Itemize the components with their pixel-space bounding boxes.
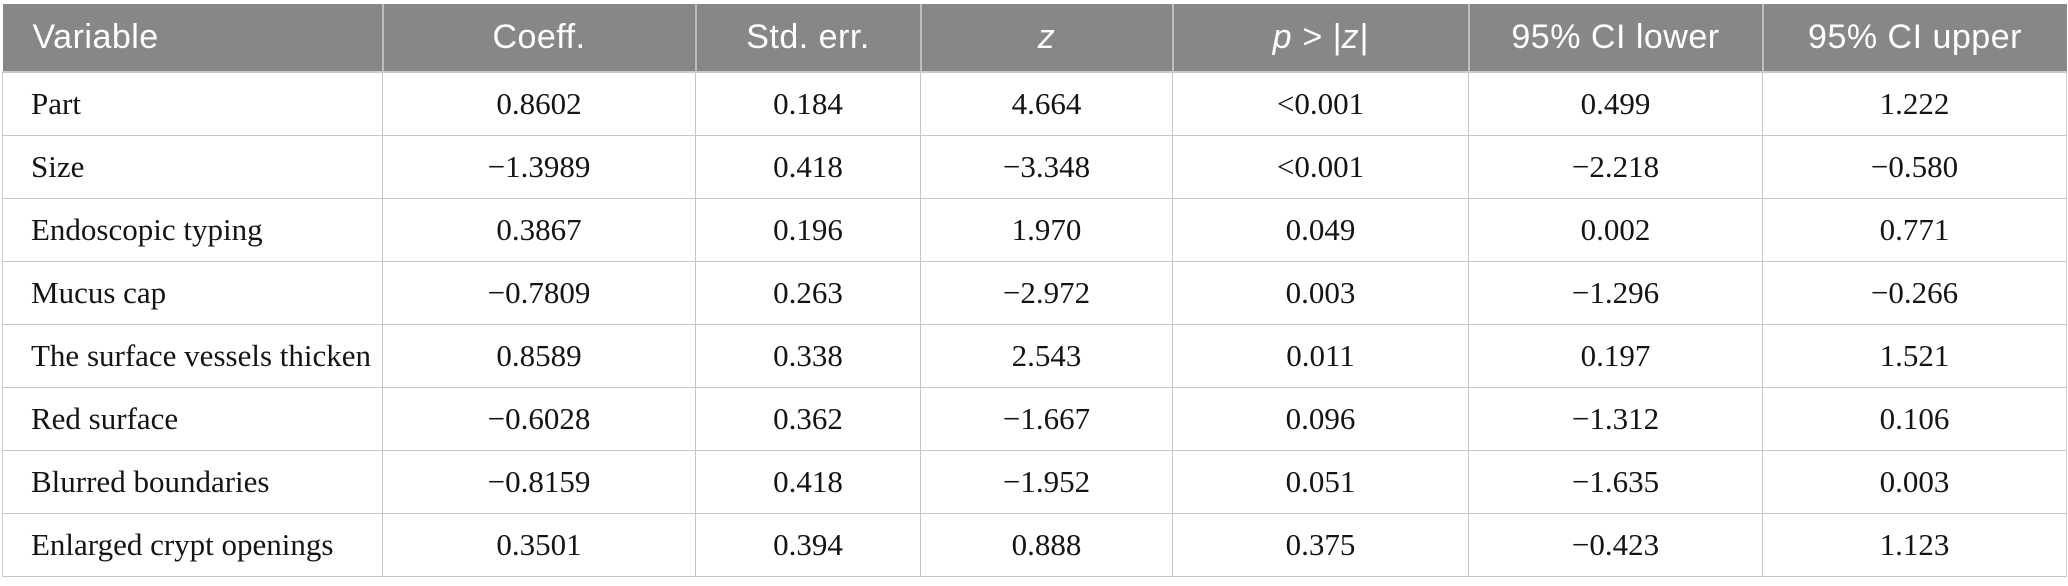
- cell-ci-upper: 0.003: [1762, 450, 2067, 514]
- cell-ci-upper: 0.771: [1762, 198, 2067, 262]
- table-row: Part 0.8602 0.184 4.664 <0.001 0.499 1.2…: [2, 71, 2067, 136]
- cell-std-err: 0.263: [695, 261, 921, 325]
- regression-results-table: Variable Coeff. Std. err. z p > |z| 95% …: [2, 4, 2067, 577]
- table-row: Blurred boundaries −0.8159 0.418 −1.952 …: [2, 450, 2067, 514]
- cell-ci-upper: 1.521: [1762, 324, 2067, 388]
- cell-ci-lower: −1.296: [1468, 261, 1763, 325]
- cell-z: 4.664: [920, 71, 1173, 136]
- cell-variable: Size: [2, 135, 383, 199]
- table-row: Mucus cap −0.7809 0.263 −2.972 0.003 −1.…: [2, 261, 2067, 325]
- column-header-ci-upper: 95% CI upper: [1761, 4, 2067, 73]
- cell-p-value: 0.049: [1172, 198, 1469, 262]
- cell-variable: Red surface: [2, 387, 383, 451]
- cell-ci-lower: −0.423: [1468, 513, 1763, 577]
- table-row: Enlarged crypt openings 0.3501 0.394 0.8…: [2, 513, 2067, 577]
- cell-coeff: −1.3989: [382, 135, 696, 199]
- cell-variable: Enlarged crypt openings: [2, 513, 383, 577]
- cell-p-value: 0.051: [1172, 450, 1469, 514]
- cell-z: −2.972: [920, 261, 1173, 325]
- cell-std-err: 0.362: [695, 387, 921, 451]
- cell-ci-lower: 0.197: [1468, 324, 1763, 388]
- cell-ci-upper: −0.266: [1762, 261, 2067, 325]
- column-header-z: z: [919, 4, 1173, 73]
- column-header-coeff: Coeff.: [381, 4, 696, 73]
- cell-variable: Endoscopic typing: [2, 198, 383, 262]
- table-row: Endoscopic typing 0.3867 0.196 1.970 0.0…: [2, 198, 2067, 262]
- cell-p-value: 0.375: [1172, 513, 1469, 577]
- column-header-variable: Variable: [2, 4, 383, 73]
- cell-variable: Blurred boundaries: [2, 450, 383, 514]
- cell-ci-lower: 0.002: [1468, 198, 1763, 262]
- table-row: The surface vessels thicken 0.8589 0.338…: [2, 324, 2067, 388]
- cell-coeff: 0.3501: [382, 513, 696, 577]
- cell-coeff: 0.8589: [382, 324, 696, 388]
- cell-z: −3.348: [920, 135, 1173, 199]
- cell-p-value: <0.001: [1172, 135, 1469, 199]
- cell-std-err: 0.418: [695, 450, 921, 514]
- cell-ci-lower: 0.499: [1468, 71, 1763, 136]
- cell-ci-upper: 1.222: [1762, 71, 2067, 136]
- table-row: Size −1.3989 0.418 −3.348 <0.001 −2.218 …: [2, 135, 2067, 199]
- cell-coeff: −0.7809: [382, 261, 696, 325]
- cell-p-value: 0.003: [1172, 261, 1469, 325]
- table-row: Red surface −0.6028 0.362 −1.667 0.096 −…: [2, 387, 2067, 451]
- cell-z: 0.888: [920, 513, 1173, 577]
- cell-coeff: −0.6028: [382, 387, 696, 451]
- cell-ci-lower: −1.635: [1468, 450, 1763, 514]
- cell-variable: Mucus cap: [2, 261, 383, 325]
- cell-std-err: 0.196: [695, 198, 921, 262]
- cell-variable: The surface vessels thicken: [2, 324, 383, 388]
- cell-std-err: 0.418: [695, 135, 921, 199]
- column-header-ci-lower: 95% CI lower: [1467, 4, 1763, 73]
- cell-p-value: 0.011: [1172, 324, 1469, 388]
- column-header-p-value: p > |z|: [1171, 4, 1469, 73]
- cell-variable: Part: [2, 71, 383, 136]
- header-row: Variable Coeff. Std. err. z p > |z| 95% …: [2, 4, 2067, 73]
- cell-std-err: 0.338: [695, 324, 921, 388]
- cell-std-err: 0.184: [695, 71, 921, 136]
- cell-p-value: <0.001: [1172, 71, 1469, 136]
- column-header-std-err: Std. err.: [694, 4, 921, 73]
- cell-ci-lower: −1.312: [1468, 387, 1763, 451]
- cell-z: −1.667: [920, 387, 1173, 451]
- cell-p-value: 0.096: [1172, 387, 1469, 451]
- cell-ci-upper: −0.580: [1762, 135, 2067, 199]
- cell-ci-upper: 1.123: [1762, 513, 2067, 577]
- cell-z: −1.952: [920, 450, 1173, 514]
- regression-table-container: Variable Coeff. Std. err. z p > |z| 95% …: [2, 4, 2067, 577]
- cell-coeff: −0.8159: [382, 450, 696, 514]
- cell-coeff: 0.8602: [382, 71, 696, 136]
- table-body: Part 0.8602 0.184 4.664 <0.001 0.499 1.2…: [2, 71, 2067, 577]
- cell-ci-lower: −2.218: [1468, 135, 1763, 199]
- cell-z: 1.970: [920, 198, 1173, 262]
- cell-ci-upper: 0.106: [1762, 387, 2067, 451]
- cell-std-err: 0.394: [695, 513, 921, 577]
- cell-z: 2.543: [920, 324, 1173, 388]
- table-header: Variable Coeff. Std. err. z p > |z| 95% …: [2, 4, 2067, 73]
- cell-coeff: 0.3867: [382, 198, 696, 262]
